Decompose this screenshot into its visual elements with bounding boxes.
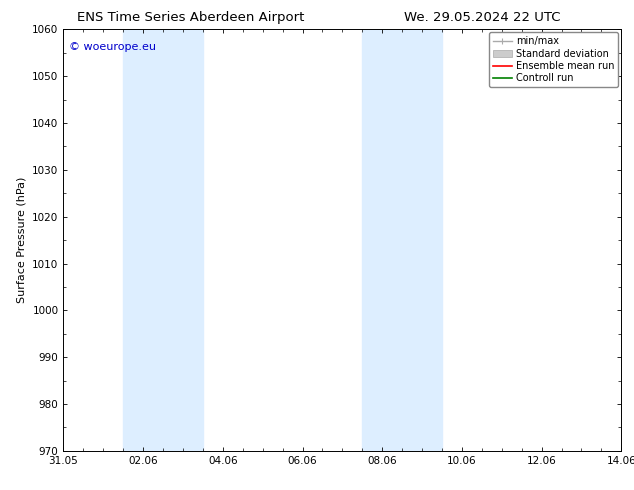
Text: We. 29.05.2024 22 UTC: We. 29.05.2024 22 UTC	[404, 11, 560, 24]
Y-axis label: Surface Pressure (hPa): Surface Pressure (hPa)	[16, 177, 27, 303]
Legend: min/max, Standard deviation, Ensemble mean run, Controll run: min/max, Standard deviation, Ensemble me…	[489, 32, 618, 87]
Bar	[123, 29, 203, 451]
Text: ENS Time Series Aberdeen Airport: ENS Time Series Aberdeen Airport	[77, 11, 304, 24]
Bar	[362, 29, 442, 451]
Text: © woeurope.eu: © woeurope.eu	[69, 42, 156, 52]
